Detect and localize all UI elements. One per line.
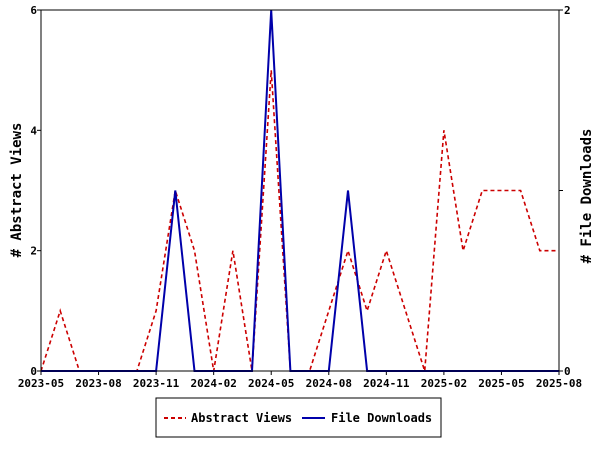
y-right-tick-label: 0 (564, 365, 571, 378)
y-left-tick-label: 2 (30, 245, 37, 258)
x-tick-label: 2024-11 (363, 377, 410, 390)
y-left-tick-label: 6 (30, 4, 37, 17)
y-left-tick-label: 0 (30, 365, 37, 378)
y-axis-left-title: # Abstract Views (9, 123, 25, 258)
series-line-file-downloads (41, 9, 559, 372)
tick-labels: 2023-05 2023-08 2023-11 2024-02 2024-05 2024-… (18, 4, 582, 390)
plot-area-frame (40, 9, 560, 372)
y-left-tick-label: 4 (30, 124, 37, 137)
x-tick-label: 2023-11 (133, 377, 180, 390)
x-tick-label: 2023-05 (18, 377, 64, 390)
legend-label-file-downloads: File Downloads (331, 411, 432, 425)
x-tick-label: 2023-08 (75, 377, 121, 390)
x-tick-label: 2024-05 (248, 377, 294, 390)
y-right-tick-label: 2 (564, 4, 571, 17)
legend-label-abstract-views: Abstract Views (191, 411, 292, 425)
y-axis-right-title: # File Downloads (579, 129, 595, 264)
x-tick-label: 2025-08 (536, 377, 582, 390)
series-line-abstract-views (40, 70, 559, 372)
x-tick-label: 2024-08 (306, 377, 352, 390)
x-tick-label: 2025-05 (478, 377, 524, 390)
legend: Abstract Views File Downloads (155, 397, 442, 438)
tick-marks (37, 9, 563, 375)
series-lines (40, 9, 559, 372)
legend-box (155, 397, 442, 438)
x-tick-label: 2024-02 (190, 377, 236, 390)
x-tick-label: 2025-02 (421, 377, 467, 390)
